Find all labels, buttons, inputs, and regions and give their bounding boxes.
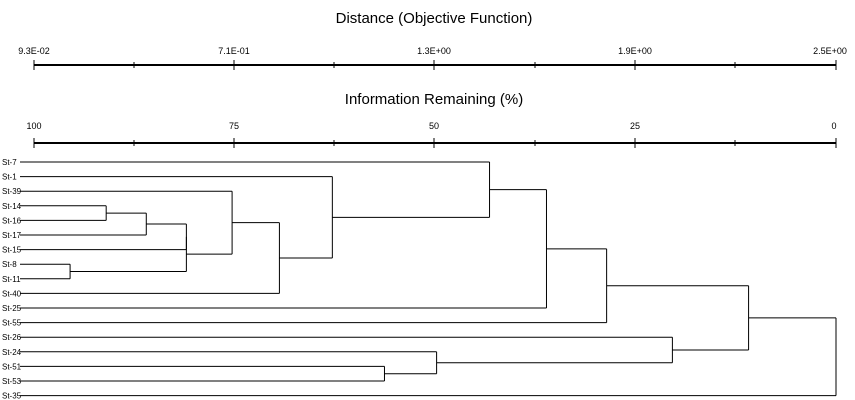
leaf-label: St-15 — [2, 246, 22, 255]
leaf-labels: St-7 St-1 St-39 St-14 St-16 St-17 St-15 St-8 St-… — [2, 158, 22, 400]
leaf-label: St-16 — [2, 216, 22, 225]
dendrogram-branches — [20, 161, 837, 397]
information-tick-label: 75 — [229, 121, 239, 131]
information-tick-label: 50 — [429, 121, 439, 131]
leaf-label: St-26 — [2, 333, 22, 342]
information-tick-label: 0 — [831, 121, 836, 131]
information-tick-label: 100 — [26, 121, 41, 131]
leaf-label: St-7 — [2, 158, 17, 167]
distance-axis-ticks: 9.3E-02 7.1E-01 1.3E+00 1.9E+00 2.5E+00 — [18, 46, 847, 56]
information-axis-title: Information Remaining (%) — [345, 91, 523, 108]
information-axis-ticks: 100 75 50 25 0 — [26, 121, 836, 131]
leaf-label: St-51 — [2, 362, 22, 371]
leaf-label: St-17 — [2, 231, 22, 240]
leaf-label: St-53 — [2, 377, 22, 386]
distance-tick-label: 1.9E+00 — [618, 46, 652, 56]
leaf-label: St-39 — [2, 187, 22, 196]
leaf-label: St-25 — [2, 304, 22, 313]
information-axis-tick-marks — [33, 138, 837, 148]
leaf-label: St-35 — [2, 392, 22, 400]
leaf-label: St-8 — [2, 260, 17, 269]
information-tick-label: 25 — [630, 121, 640, 131]
distance-tick-label: 9.3E-02 — [18, 46, 50, 56]
distance-tick-label: 1.3E+00 — [417, 46, 451, 56]
leaf-label: St-11 — [2, 275, 21, 284]
leaf-label: St-40 — [2, 289, 22, 298]
distance-axis-title: Distance (Objective Function) — [336, 10, 533, 27]
leaf-label: St-24 — [2, 348, 22, 357]
leaf-label: St-14 — [2, 202, 22, 211]
distance-axis-tick-marks — [33, 60, 837, 70]
distance-tick-label: 2.5E+00 — [813, 46, 847, 56]
leaf-label: St-55 — [2, 319, 22, 328]
leaf-label: St-1 — [2, 173, 17, 182]
distance-tick-label: 7.1E-01 — [218, 46, 250, 56]
